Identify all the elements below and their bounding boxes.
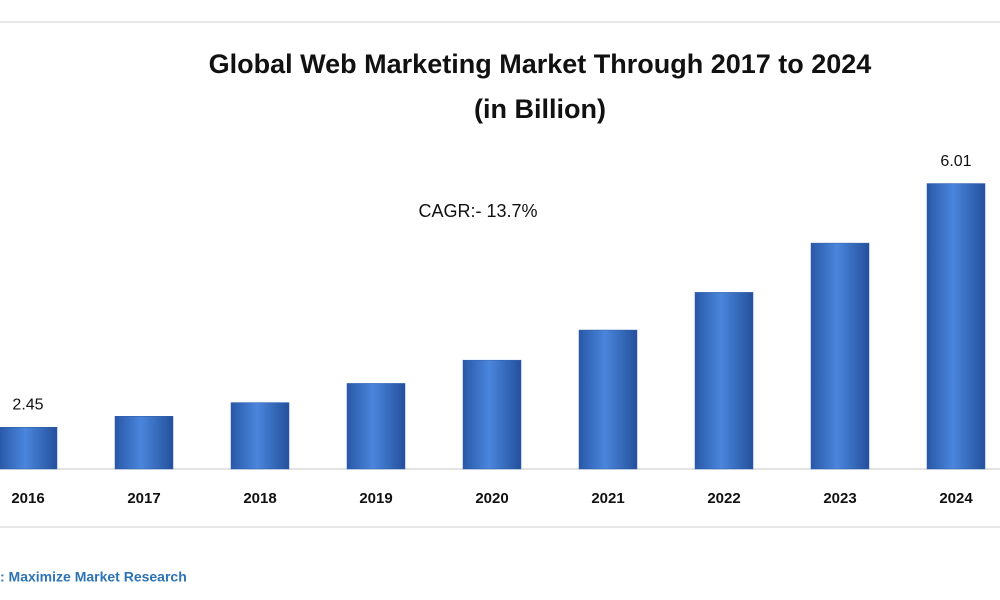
x-tick-label: 2023 [823, 490, 856, 507]
chart-subtitle: (in Billion) [474, 94, 606, 124]
bar [114, 416, 174, 470]
x-tick-label: 2017 [127, 490, 160, 507]
x-tick-label: 2018 [243, 490, 276, 507]
chart-title: Global Web Marketing Market Through 2017… [209, 49, 872, 79]
x-tick-label: 2020 [475, 490, 508, 507]
bar [694, 292, 754, 470]
x-tick-label: 2016 [11, 490, 44, 507]
value-label: 6.01 [940, 153, 971, 170]
value-label: 2.45 [12, 396, 43, 413]
bar [462, 359, 522, 470]
x-tick-label: 2021 [591, 490, 624, 507]
bar [578, 329, 638, 470]
x-tick-label: 2019 [359, 490, 392, 507]
x-tick-label: 2024 [939, 490, 973, 507]
source: : Maximize Market Research [0, 569, 187, 585]
bar [230, 402, 290, 470]
bar [346, 383, 406, 470]
bar [926, 183, 986, 470]
x-tick-label: 2022 [707, 490, 740, 507]
bar [0, 426, 58, 470]
bar [810, 242, 870, 470]
annotation: CAGR:- 13.7% [418, 201, 537, 221]
